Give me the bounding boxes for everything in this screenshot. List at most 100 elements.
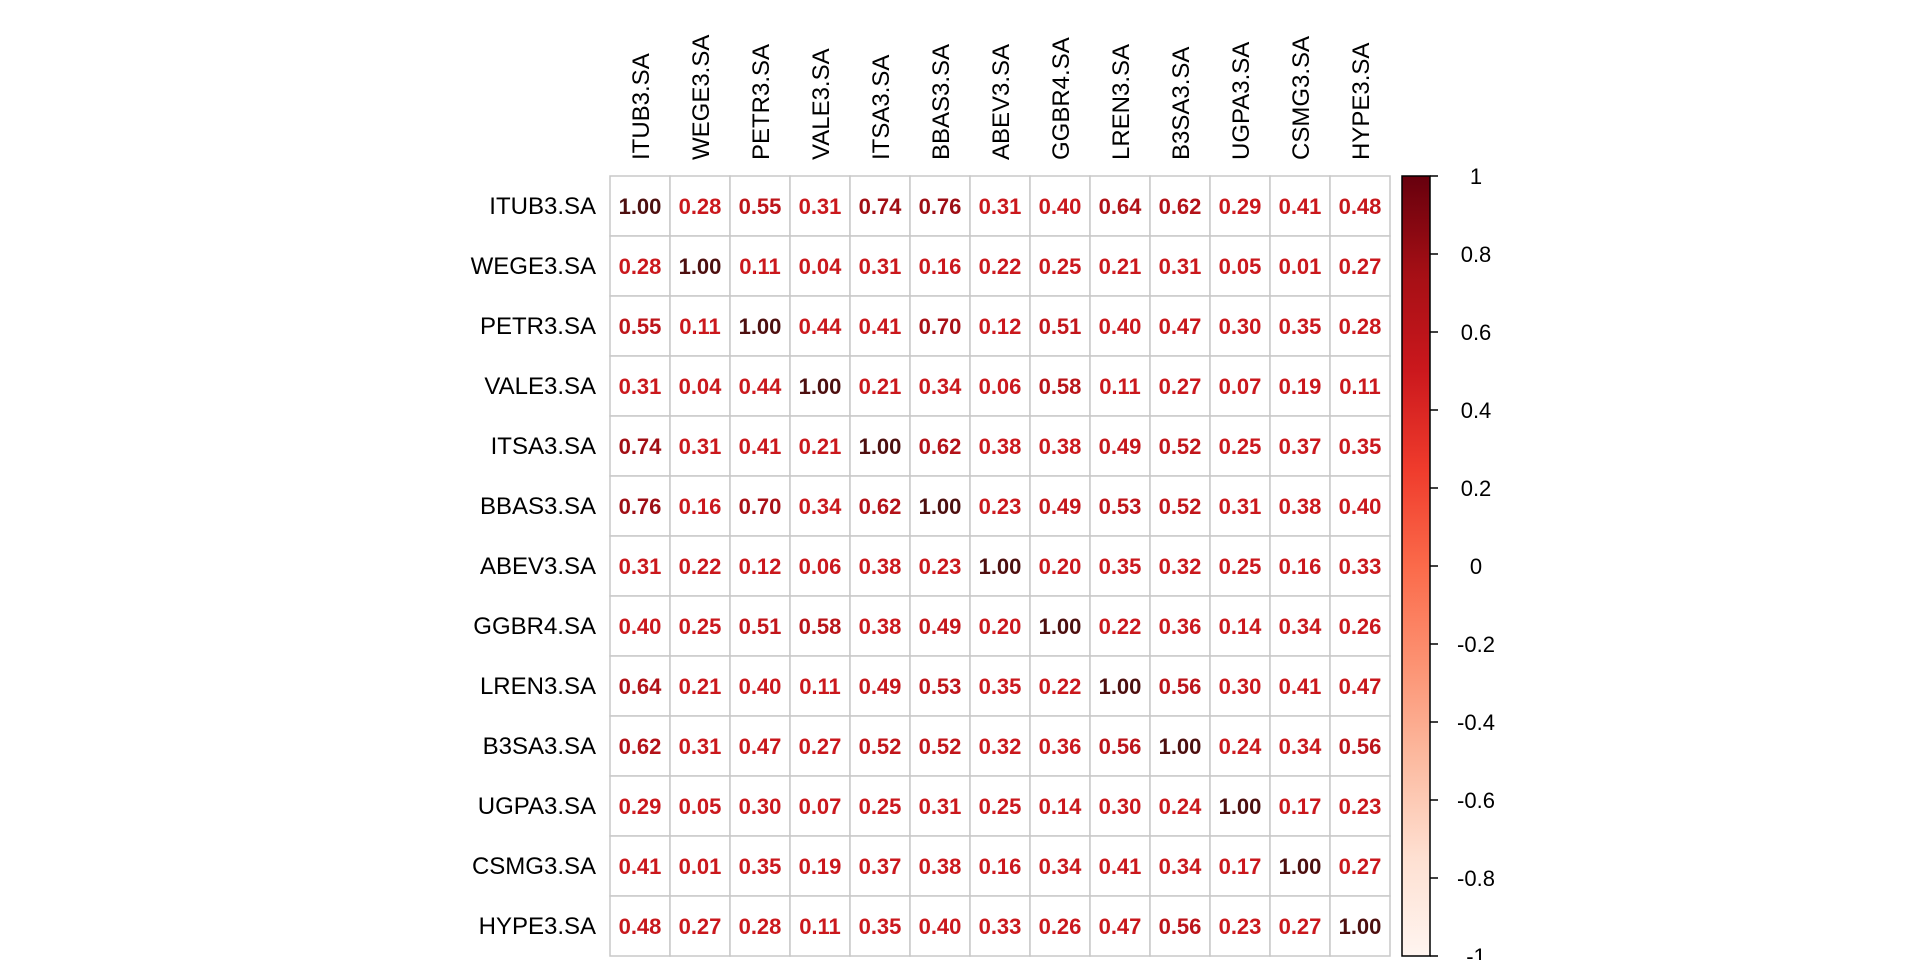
heatmap-cell-value: 0.41 [1279,674,1322,699]
heatmap-cell-value: 0.30 [1219,314,1262,339]
heatmap-cell [789,535,851,597]
heatmap-cell [1209,715,1271,777]
heatmap-cell-value: 0.35 [1099,554,1142,579]
colorbar-tick-label: -0.4 [1457,710,1495,735]
heatmap-cell [1029,835,1091,897]
heatmap-cell-value: 0.19 [799,854,842,879]
row-label: VALE3.SA [484,373,596,400]
heatmap-cell [1269,175,1331,237]
heatmap-cell-value: 0.53 [1099,494,1142,519]
heatmap-cell-value: 0.76 [619,494,662,519]
heatmap-cell [1209,295,1271,357]
heatmap-cell-value: 0.25 [859,794,902,819]
heatmap-cell-value: 0.34 [1039,854,1083,879]
heatmap-cell [1269,415,1331,477]
colorbar-tick-label: -0.6 [1457,788,1495,813]
heatmap-cell-value: 0.41 [1279,194,1322,219]
heatmap-cell-value: 0.34 [1279,734,1323,759]
heatmap-cell-value: 0.49 [1039,494,1082,519]
heatmap-cell-value: 0.01 [1279,254,1322,279]
heatmap-cell [609,655,671,717]
heatmap-cell-value: 0.20 [1039,554,1082,579]
heatmap-cell-value: 0.01 [679,854,722,879]
heatmap-cell-value: 0.16 [679,494,722,519]
heatmap-cell-value: 0.30 [739,794,782,819]
heatmap-cell-value: 0.11 [799,914,841,939]
heatmap-cell [789,595,851,657]
colorbar-tick-label: 0.6 [1461,320,1492,345]
heatmap-cell [729,295,791,357]
column-label: ITUB3.SA [628,53,655,160]
heatmap-cell-value: 0.23 [919,554,962,579]
heatmap-cell [909,235,971,297]
colorbar-tick-label: 0.8 [1461,242,1492,267]
heatmap-cell-value: 0.23 [1339,794,1382,819]
heatmap-cell [669,475,731,537]
heatmap-cell-value: 0.35 [979,674,1022,699]
column-label: BBAS3.SA [928,44,955,160]
heatmap-cell-value: 0.32 [979,734,1022,759]
heatmap-cell-value: 0.47 [739,734,782,759]
heatmap-cell-value: 0.25 [1039,254,1082,279]
heatmap-cell [849,535,911,597]
heatmap-cell [669,295,731,357]
heatmap-cell-value: 0.07 [799,794,842,819]
heatmap-cell-value: 1.00 [739,314,782,339]
heatmap-cell-value: 0.38 [979,434,1022,459]
heatmap-cell [849,295,911,357]
heatmap-cell-value: 0.06 [979,374,1022,399]
heatmap-cell-value: 0.40 [1099,314,1142,339]
heatmap-cell [1269,895,1331,957]
heatmap-cell-value: 0.55 [739,194,782,219]
column-label: B3SA3.SA [1168,47,1195,160]
heatmap-cell [669,175,731,237]
heatmap-cell [729,355,791,417]
colorbar-tick-label: -1 [1466,944,1486,960]
heatmap-cell-value: 0.40 [619,614,662,639]
heatmap-cell [909,895,971,957]
heatmap-cell [969,235,1031,297]
heatmap-cell-value: 0.41 [1099,854,1142,879]
column-label: VALE3.SA [808,48,835,160]
colorbar-tick-label: -0.8 [1457,866,1495,891]
heatmap-cell-value: 0.27 [1339,254,1382,279]
heatmap-cell [789,475,851,537]
heatmap-cell [669,835,731,897]
heatmap-cell-value: 0.31 [679,434,722,459]
heatmap-cell [669,775,731,837]
heatmap-cell-value: 0.41 [619,854,662,879]
heatmap-cell-value: 0.23 [1219,914,1262,939]
heatmap-cell [789,715,851,777]
heatmap-cell-value: 0.17 [1219,854,1262,879]
heatmap-cell-value: 1.00 [619,194,662,219]
heatmap-cell [969,415,1031,477]
heatmap-cell [1329,295,1391,357]
row-label: ITSA3.SA [491,433,596,460]
heatmap-cell-value: 0.21 [799,434,842,459]
heatmap-cell-value: 0.16 [979,854,1022,879]
heatmap-cell [969,595,1031,657]
heatmap-cell [969,715,1031,777]
column-label: CSMG3.SA [1288,36,1315,160]
row-label: ABEV3.SA [480,553,596,580]
heatmap-cell-value: 0.58 [799,614,842,639]
heatmap-cell-value: 0.12 [979,314,1022,339]
row-label: PETR3.SA [480,313,596,340]
heatmap-cell [849,595,911,657]
heatmap-cell [1329,835,1391,897]
row-label: GGBR4.SA [473,613,596,640]
heatmap-cell-value: 0.56 [1099,734,1142,759]
heatmap-cell-value: 0.27 [1339,854,1382,879]
heatmap-cell [1329,895,1391,957]
heatmap-cell [1149,535,1211,597]
heatmap-cell-value: 0.11 [739,254,781,279]
heatmap-cell-value: 0.44 [739,374,783,399]
heatmap-cell [1329,535,1391,597]
heatmap-cell-value: 0.37 [859,854,902,879]
heatmap-cell-value: 0.36 [1159,614,1202,639]
heatmap-cell [1029,895,1091,957]
heatmap-cell [1209,655,1271,717]
heatmap-cell-value: 0.27 [799,734,842,759]
heatmap-cell-value: 0.32 [1159,554,1202,579]
